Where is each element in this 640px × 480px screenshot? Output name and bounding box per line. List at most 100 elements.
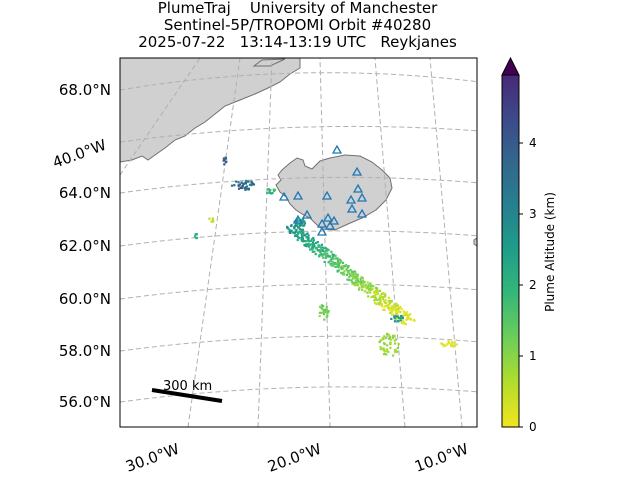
plume-pixel <box>335 262 338 266</box>
colorbar-tick-2: 2 <box>529 278 537 292</box>
plume-pixel <box>332 264 335 267</box>
plume-pixel <box>362 279 365 283</box>
plume-pixel <box>338 266 341 269</box>
plume-pixel <box>336 265 339 268</box>
plume-pixel <box>224 161 227 164</box>
plume-pixel <box>381 338 384 341</box>
plume-pixel <box>298 222 301 225</box>
volcano-triangle-icon <box>346 203 358 213</box>
plume-pixel <box>394 311 397 314</box>
plume-pixel <box>374 297 377 300</box>
plume-pixel <box>306 236 309 239</box>
plume-pixel <box>329 259 332 262</box>
plume-pixel <box>341 261 344 264</box>
plume-pixel <box>400 308 403 311</box>
plume-pixel <box>399 310 402 314</box>
plume-pixel <box>367 295 370 298</box>
plume-pixel <box>373 302 377 305</box>
plume-pixel <box>368 284 371 287</box>
plume-pixel <box>376 292 379 295</box>
plume-pixel <box>396 350 399 353</box>
volcano-triangle-icon <box>328 215 340 225</box>
plume-pixel <box>241 186 244 190</box>
plume-pixel <box>244 187 247 190</box>
colorbar: 0 1 2 3 4 Plume Altitude (km) <box>501 56 557 434</box>
plume-pixel <box>374 298 377 301</box>
plume-pixel <box>394 305 397 308</box>
plume-pixel <box>300 230 304 233</box>
plume-pixel <box>324 247 328 250</box>
plume-pixel <box>315 241 318 245</box>
plume-pixel <box>304 234 307 237</box>
plume-pixel <box>378 297 381 300</box>
plume-pixel <box>295 224 299 227</box>
plume-pixel <box>326 312 329 315</box>
so2-plume <box>193 156 458 357</box>
plume-pixel <box>235 180 238 183</box>
plume-pixel <box>300 232 303 235</box>
plume-pixel <box>390 317 393 320</box>
plume-pixel <box>248 183 252 186</box>
plume-pixel <box>345 264 348 268</box>
plume-pixel <box>383 308 386 311</box>
plume-pixel <box>208 217 211 220</box>
plume-pixel <box>400 315 403 318</box>
plume-pixel <box>288 229 291 232</box>
plume-pixel <box>379 346 382 349</box>
plume-pixel <box>296 238 299 242</box>
plume-pixel <box>379 301 382 304</box>
title-line-1: PlumeTraj University of Manchester <box>157 0 438 17</box>
plume-pixel <box>389 311 392 314</box>
plume-pixel <box>327 310 330 313</box>
plume-pixel <box>307 240 310 243</box>
plume-pixel <box>319 248 322 251</box>
plume-pixel <box>389 308 392 311</box>
plume-pixel <box>393 303 396 306</box>
plume-pixel <box>395 302 398 306</box>
plume-pixel <box>397 307 400 310</box>
plume-pixel <box>385 336 388 340</box>
colorbar-extend-arrow <box>501 56 520 76</box>
plume-pixel <box>387 306 390 309</box>
plume-pixel <box>351 274 354 277</box>
plume-pixel <box>354 270 357 273</box>
plume-pixel <box>309 248 312 251</box>
plume-pixel <box>320 253 323 256</box>
scale-bar-label: 300 km <box>163 379 212 394</box>
plume-pixel <box>390 300 393 304</box>
plume-pixel <box>348 278 351 282</box>
plume-pixel <box>353 275 356 278</box>
plume-pixel <box>342 273 345 276</box>
plume-pixel <box>290 229 293 232</box>
plume-pixel <box>393 315 396 318</box>
volcano-triangle-icon <box>345 194 357 204</box>
plume-pixel <box>334 265 337 268</box>
lon-label-30w: 30.0°W <box>123 440 182 476</box>
plume-pixel <box>405 311 408 314</box>
plume-pixel <box>349 274 352 277</box>
plume-pixel <box>395 309 398 312</box>
plume-pixel <box>409 318 412 321</box>
plume-pixel <box>332 254 335 257</box>
plume-pixel <box>392 334 395 337</box>
plume-pixel <box>313 250 316 253</box>
plume-pixel <box>318 245 321 248</box>
plume-pixel <box>440 342 443 345</box>
plume-pixel <box>401 315 404 318</box>
plume-pixel <box>241 184 244 187</box>
plume-pixel <box>349 269 352 272</box>
plume-pixel <box>364 284 367 287</box>
plume-pixel <box>288 231 291 234</box>
plume-pixel <box>332 263 335 266</box>
plume-pixel <box>402 310 405 313</box>
volcano-triangle-icon <box>352 183 364 193</box>
plume-pixel <box>327 254 330 258</box>
plume-pixel <box>301 229 305 232</box>
plume-pixel <box>390 306 393 309</box>
plume-pixel <box>365 287 368 290</box>
plume-pixel <box>343 270 346 273</box>
plume-pixel <box>296 233 299 237</box>
plume-pixel <box>446 343 449 346</box>
plume-pixel <box>211 217 214 220</box>
plume-pixel <box>287 227 290 230</box>
